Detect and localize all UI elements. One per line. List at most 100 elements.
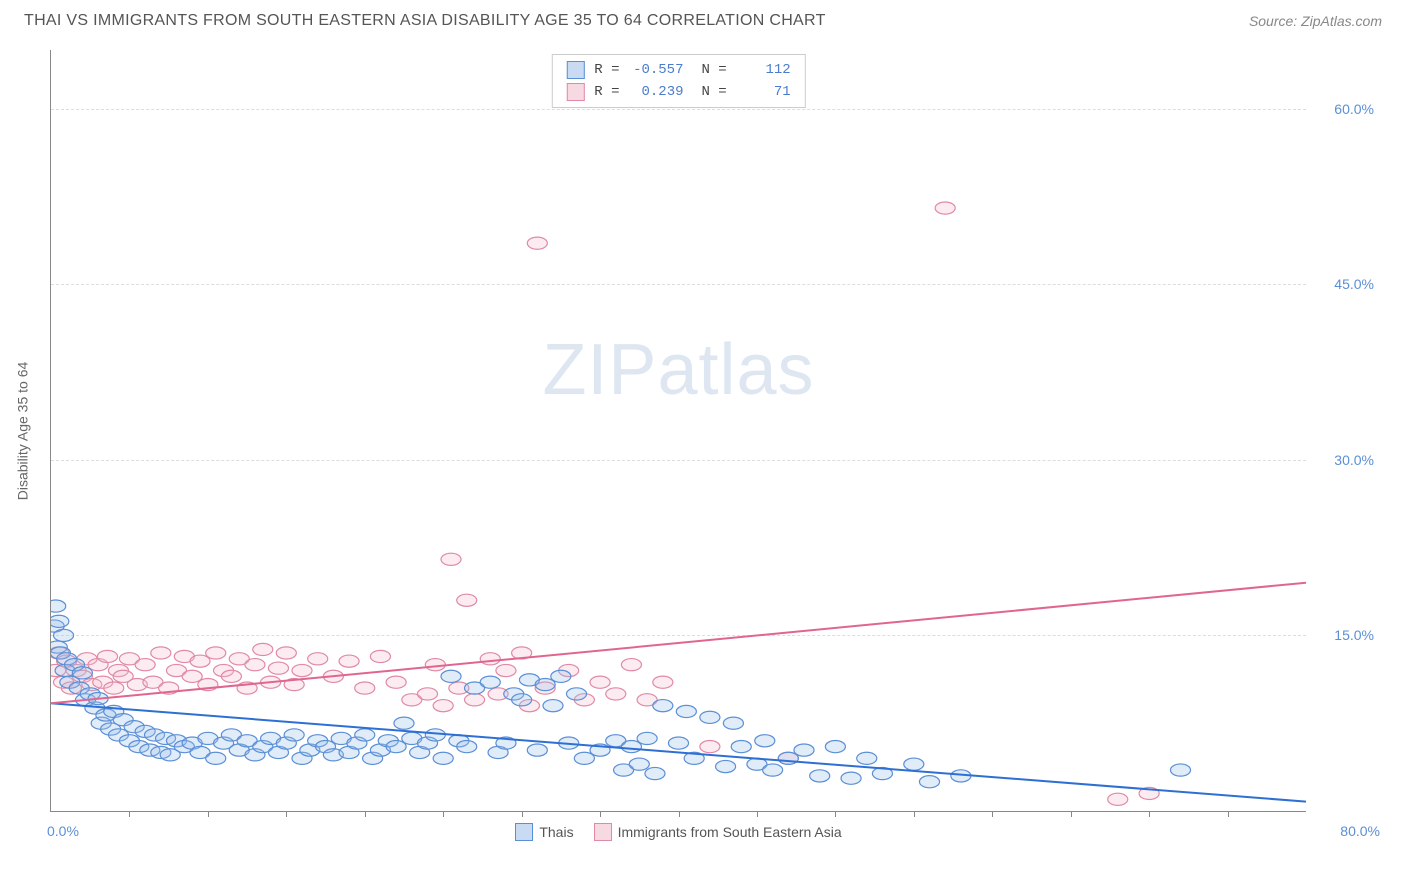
x-tick [757,811,758,817]
stats-row-thais: R = -0.557 N = 112 [566,59,790,81]
data-point-thais [551,670,571,682]
stats-legend: R = -0.557 N = 112 R = 0.239 N = 71 [551,54,805,108]
x-tick [835,811,836,817]
source-attribution: Source: ZipAtlas.com [1249,13,1382,29]
data-point-thais [566,688,586,700]
data-point-immigrants [935,202,955,214]
data-point-thais [841,772,861,784]
data-point-thais [825,741,845,753]
scatter-svg [51,50,1306,811]
legend-item-immigrants: Immigrants from South Eastern Asia [594,823,842,841]
data-point-thais [763,764,783,776]
data-point-immigrants [480,653,500,665]
data-point-thais [653,700,673,712]
y-tick-label: 30.0% [1334,452,1374,468]
data-point-thais [731,741,751,753]
data-point-immigrants [606,688,626,700]
data-point-immigrants [339,655,359,667]
data-point-thais [394,717,414,729]
plot-region: ZIPatlas R = -0.557 N = 112 R = 0.239 N … [50,50,1306,812]
data-point-thais [51,600,66,612]
data-point-thais [206,752,226,764]
data-point-thais [794,744,814,756]
data-point-thais [904,758,924,770]
data-point-thais [51,615,69,627]
data-point-immigrants [590,676,610,688]
data-point-thais [700,711,720,723]
data-point-thais [723,717,743,729]
data-point-thais [645,767,665,779]
data-point-immigrants [355,682,375,694]
data-point-thais [441,670,461,682]
data-point-thais [668,737,688,749]
data-point-immigrants [206,647,226,659]
x-tick [992,811,993,817]
data-point-thais [629,758,649,770]
data-point-thais [535,678,555,690]
data-point-immigrants [292,664,312,676]
data-point-immigrants [190,655,210,667]
data-point-thais [457,741,477,753]
data-point-immigrants [457,594,477,606]
y-tick-label: 60.0% [1334,101,1374,117]
swatch-blue-icon [515,823,533,841]
data-point-immigrants [245,659,265,671]
data-point-immigrants [104,682,124,694]
x-max-label: 80.0% [1340,823,1380,839]
data-point-immigrants [151,647,171,659]
data-point-thais [355,729,375,741]
data-point-immigrants [221,670,241,682]
data-point-thais [755,735,775,747]
data-point-immigrants [700,741,720,753]
data-point-thais [574,752,594,764]
x-tick [1228,811,1229,817]
x-tick [286,811,287,817]
y-axis-label: Disability Age 35 to 64 [14,362,30,501]
data-point-immigrants [308,653,328,665]
x-tick [914,811,915,817]
data-point-thais [919,776,939,788]
data-point-thais [716,760,736,772]
data-point-immigrants [527,237,547,249]
x-tick [129,811,130,817]
x-tick [1071,811,1072,817]
swatch-blue-icon [566,61,584,79]
data-point-thais [857,752,877,764]
data-point-thais [1170,764,1190,776]
data-point-immigrants [433,700,453,712]
x-tick [522,811,523,817]
x-tick [208,811,209,817]
data-point-immigrants [135,659,155,671]
data-point-thais [810,770,830,782]
data-point-immigrants [465,694,485,706]
data-point-thais [386,741,406,753]
data-point-thais [284,729,304,741]
data-point-immigrants [370,650,390,662]
series-legend: Thais Immigrants from South Eastern Asia [51,823,1306,841]
data-point-immigrants [653,676,673,688]
x-tick [679,811,680,817]
data-point-thais [543,700,563,712]
data-point-immigrants [425,659,445,671]
data-point-immigrants [621,659,641,671]
data-point-immigrants [417,688,437,700]
x-tick [600,811,601,817]
data-point-immigrants [386,676,406,688]
data-point-immigrants [253,643,273,655]
data-point-thais [676,705,696,717]
data-point-thais [433,752,453,764]
chart-area: Disability Age 35 to 64 ZIPatlas R = -0.… [50,50,1376,842]
trend-line-immigrants [51,583,1306,704]
y-tick-label: 15.0% [1334,627,1374,643]
data-point-immigrants [182,670,202,682]
data-point-immigrants [1108,793,1128,805]
data-point-thais [480,676,500,688]
legend-item-thais: Thais [515,823,573,841]
swatch-pink-icon [566,83,584,101]
data-point-immigrants [268,662,288,674]
data-point-immigrants [97,650,117,662]
data-point-thais [54,629,74,641]
x-tick [365,811,366,817]
chart-title: THAI VS IMMIGRANTS FROM SOUTH EASTERN AS… [24,12,826,30]
data-point-thais [512,694,532,706]
